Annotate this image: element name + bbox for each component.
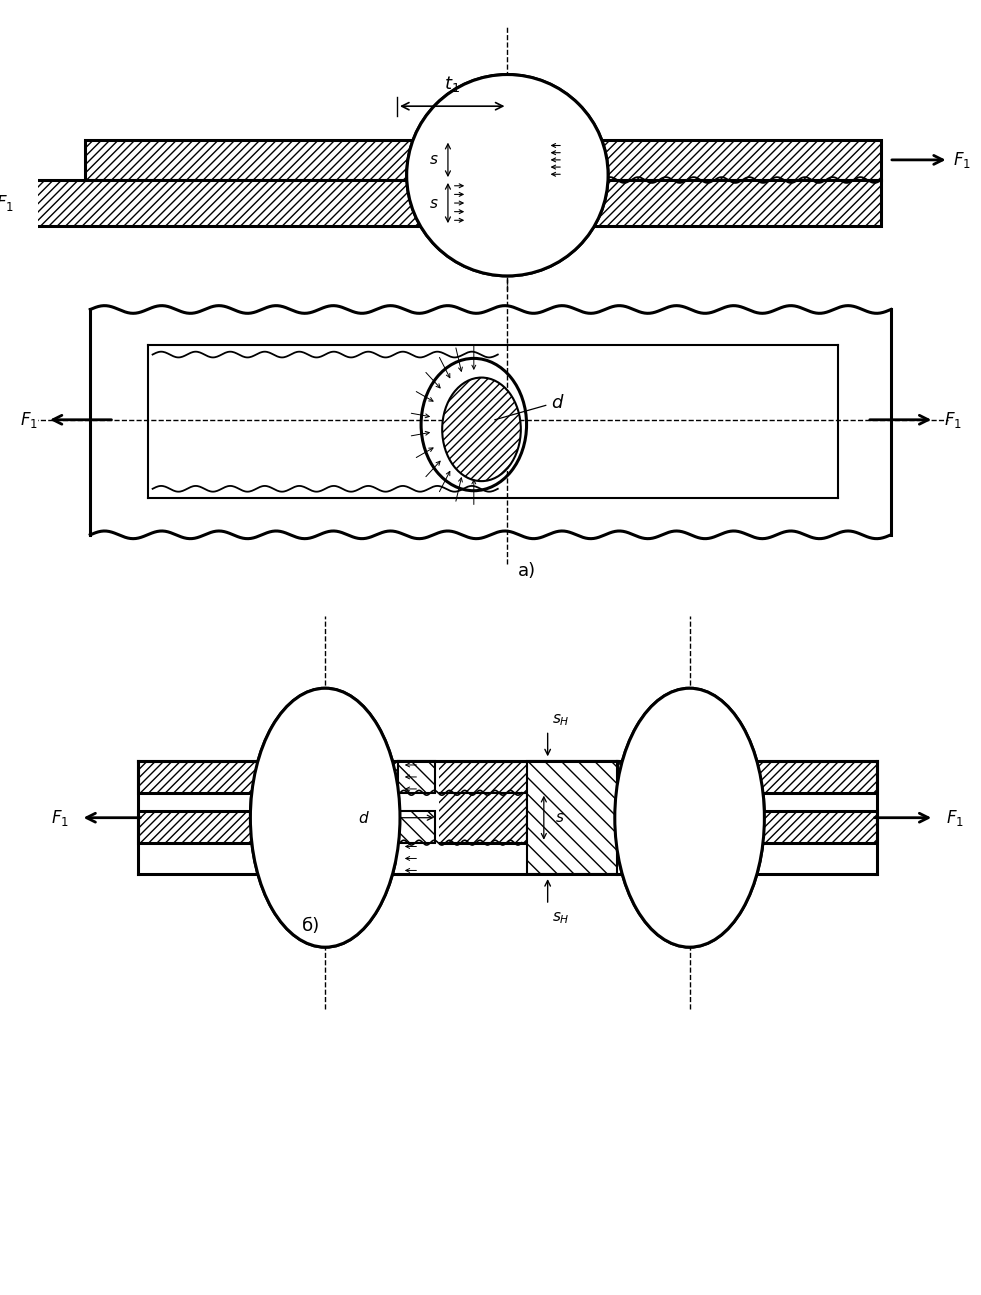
Bar	[527, 761, 617, 874]
Bar	[469, 140, 545, 227]
Text: $F_1$: $F_1$	[954, 150, 971, 170]
Bar	[138, 811, 398, 843]
Bar	[398, 811, 435, 843]
Text: $s$: $s$	[429, 153, 439, 167]
Text: а): а)	[518, 562, 536, 580]
Text: $F_1$: $F_1$	[0, 193, 14, 214]
Text: б): б)	[302, 917, 320, 935]
Text: $F_1$: $F_1$	[946, 808, 963, 828]
Circle shape	[407, 75, 608, 276]
Bar	[138, 761, 398, 793]
Bar	[398, 761, 435, 793]
Bar	[545, 140, 881, 180]
Text: $F_1$: $F_1$	[51, 808, 69, 828]
Bar	[398, 811, 617, 843]
Bar	[617, 761, 877, 793]
Text: $d$: $d$	[357, 809, 369, 826]
Ellipse shape	[250, 688, 400, 947]
Bar	[526, 760, 618, 875]
Ellipse shape	[442, 378, 521, 482]
Text: $s$: $s$	[429, 196, 439, 211]
Text: $t_1$: $t_1$	[444, 74, 460, 93]
Bar	[469, 137, 545, 228]
Text: $s$: $s$	[555, 811, 565, 825]
Text: $F_1$: $F_1$	[944, 409, 961, 430]
Text: $s_H$: $s_H$	[552, 910, 570, 926]
Bar	[32, 180, 469, 227]
Bar	[397, 760, 439, 875]
Bar	[617, 811, 877, 843]
Bar	[545, 180, 881, 227]
Bar	[398, 793, 527, 843]
Text: $d$: $d$	[550, 395, 564, 412]
Bar	[85, 140, 469, 180]
Text: $F_1$: $F_1$	[20, 409, 37, 430]
Bar	[398, 761, 617, 793]
Text: $s_H$: $s_H$	[552, 712, 570, 728]
Ellipse shape	[615, 688, 764, 947]
